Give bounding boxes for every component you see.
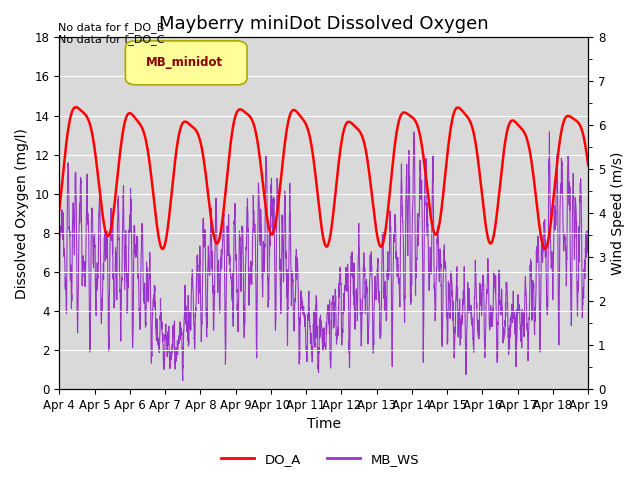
FancyBboxPatch shape — [125, 41, 247, 85]
Text: No data for f_DO_B: No data for f_DO_B — [58, 22, 164, 33]
Y-axis label: Dissolved Oxygen (mg/l): Dissolved Oxygen (mg/l) — [15, 128, 29, 299]
Text: MB_minidot: MB_minidot — [146, 56, 223, 69]
Legend: DO_A, MB_WS: DO_A, MB_WS — [216, 447, 424, 471]
Title: Mayberry miniDot Dissolved Oxygen: Mayberry miniDot Dissolved Oxygen — [159, 15, 488, 33]
X-axis label: Time: Time — [307, 418, 340, 432]
Y-axis label: Wind Speed (m/s): Wind Speed (m/s) — [611, 152, 625, 275]
Text: No data for f_DO_C: No data for f_DO_C — [58, 34, 164, 45]
